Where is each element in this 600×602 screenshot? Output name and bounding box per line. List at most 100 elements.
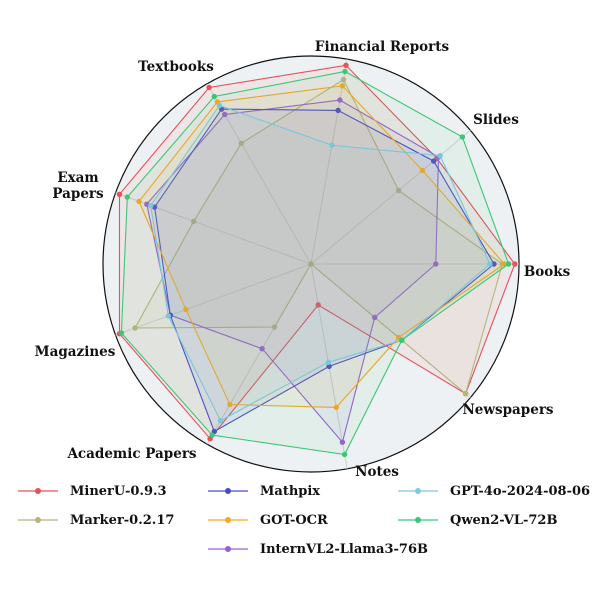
- legend-marker: [35, 517, 41, 523]
- series-Qwen2-VL-72B: [118, 68, 512, 458]
- data-point: [165, 313, 171, 319]
- data-point: [136, 198, 142, 205]
- series-polygon: [118, 64, 516, 440]
- category-label: Academic Papers: [66, 446, 196, 462]
- radar-series-group: [116, 62, 518, 458]
- series-polygon: [154, 108, 495, 433]
- category-label: Magazines: [35, 344, 116, 360]
- data-point: [325, 359, 331, 365]
- data-point: [395, 187, 402, 194]
- legend-label: Qwen2-VL-72B: [450, 512, 558, 528]
- legend-marker: [35, 488, 41, 494]
- data-point: [118, 330, 125, 336]
- legend-item: Qwen2-VL-72B: [398, 511, 588, 529]
- legend-marker: [415, 488, 421, 494]
- category-label: Slides: [473, 112, 519, 128]
- data-point: [211, 93, 217, 100]
- legend-label: GOT-OCR: [260, 512, 328, 528]
- legend-swatch: [398, 488, 438, 494]
- series-GOT-OCR: [136, 83, 508, 411]
- legend-item: GOT-OCR: [208, 511, 398, 529]
- series-polygon: [146, 99, 440, 444]
- legend-swatch: [398, 517, 438, 523]
- data-point: [512, 261, 518, 267]
- data-point: [459, 134, 466, 140]
- legend-label: GPT-4o-2024-08-06: [450, 483, 591, 499]
- legend-item: Marker-0.2.17: [18, 511, 208, 529]
- data-point: [337, 97, 343, 103]
- data-point: [335, 107, 341, 114]
- data-point: [238, 140, 244, 146]
- data-point: [341, 451, 348, 458]
- data-point: [437, 153, 443, 159]
- data-point: [206, 84, 212, 91]
- data-point: [183, 306, 189, 313]
- category-label: Newspapers: [462, 402, 553, 418]
- legend-row-2: Marker-0.2.17 GOT-OCR Qwen2-VL-72B: [18, 511, 588, 529]
- data-point: [308, 261, 314, 267]
- data-point: [191, 218, 197, 224]
- legend-label: Mathpix: [260, 483, 321, 499]
- legend-item: GPT-4o-2024-08-06: [398, 482, 591, 500]
- data-point: [326, 363, 332, 370]
- data-point: [124, 194, 130, 200]
- legend-label: MinerU-0.9.3: [70, 483, 167, 499]
- legend-marker: [415, 517, 421, 523]
- data-point: [271, 324, 278, 330]
- category-label: Exam Papers: [52, 170, 104, 202]
- legend-marker: [225, 546, 231, 552]
- data-point: [222, 111, 228, 118]
- legend-swatch: [208, 517, 248, 523]
- series-polygon: [120, 70, 510, 456]
- data-point: [487, 261, 493, 267]
- data-point: [132, 325, 138, 331]
- data-point: [433, 261, 439, 267]
- data-point: [339, 83, 346, 89]
- legend-swatch: [18, 488, 58, 494]
- series-Mathpix: [151, 106, 497, 435]
- data-point: [148, 203, 154, 209]
- category-label: Financial Reports: [315, 39, 450, 55]
- data-point: [116, 191, 123, 197]
- radar-spoke: [115, 263, 312, 336]
- data-point: [431, 158, 437, 164]
- legend-swatch: [208, 546, 248, 552]
- data-point: [315, 302, 321, 308]
- data-point: [333, 404, 339, 411]
- legend-label: InternVL2-Llama3-76B: [260, 541, 428, 557]
- radar-chart: Books Newspapers Notes Academic Papers Magaz…: [35, 39, 571, 480]
- category-label: Notes: [355, 464, 399, 480]
- legend-item: InternVL2-Llama3-76B: [208, 540, 468, 558]
- data-point: [217, 418, 224, 424]
- data-point: [340, 76, 347, 83]
- series-polygon: [150, 104, 491, 422]
- legend-item: Mathpix: [208, 482, 398, 500]
- data-point: [329, 142, 335, 148]
- legend-item: MinerU-0.9.3: [18, 482, 208, 500]
- legend-marker: [225, 517, 231, 523]
- radar-category-labels: Books Newspapers Notes Academic Papers Magaz…: [35, 39, 571, 480]
- category-label: Books: [524, 264, 571, 280]
- data-point: [501, 261, 508, 267]
- legend-row-3: InternVL2-Llama3-76B: [18, 540, 588, 558]
- category-label: Textbooks: [138, 59, 214, 75]
- data-point: [491, 261, 497, 267]
- legend-row-1: MinerU-0.9.3 Mathpix GPT-4o-2024-08-06: [18, 482, 591, 500]
- legend-marker: [225, 488, 231, 494]
- data-point: [209, 432, 215, 438]
- data-point: [216, 102, 223, 109]
- data-point: [372, 314, 378, 321]
- radar-spoke: [310, 129, 471, 265]
- legend-swatch: [18, 517, 58, 523]
- data-point: [342, 68, 348, 75]
- radar-spoke: [310, 59, 348, 265]
- data-point: [399, 337, 405, 343]
- data-point: [419, 167, 426, 174]
- legend: MinerU-0.9.3 Mathpix GPT-4o-2024-08-06 M…: [18, 482, 591, 569]
- legend-label: Marker-0.2.17: [70, 512, 175, 528]
- data-point: [505, 261, 512, 267]
- series-polygon: [138, 85, 506, 408]
- data-point: [462, 391, 469, 397]
- data-point: [343, 62, 349, 68]
- data-point: [227, 401, 233, 408]
